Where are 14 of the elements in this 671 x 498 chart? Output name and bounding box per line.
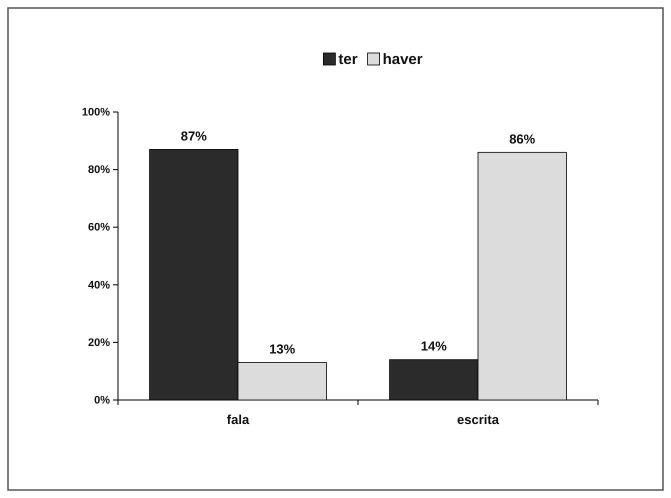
data-label: 14% <box>420 338 448 354</box>
y-tick-label: 60% <box>88 222 110 234</box>
data-label: 86% <box>509 131 536 146</box>
y-tick-label: 80% <box>88 164 110 176</box>
x-tick-label: escrita <box>457 412 500 427</box>
y-tick-label: 20% <box>88 336 110 349</box>
y-tick-label: 0% <box>94 394 110 407</box>
legend-label: ter <box>338 51 358 68</box>
legend-label: haver <box>382 51 423 68</box>
y-tick-label: 40% <box>88 279 110 292</box>
y-tick-label: 100% <box>82 106 110 119</box>
data-label: 87% <box>180 128 208 144</box>
data-label: 13% <box>269 342 296 357</box>
x-tick-label: fala <box>226 412 250 427</box>
